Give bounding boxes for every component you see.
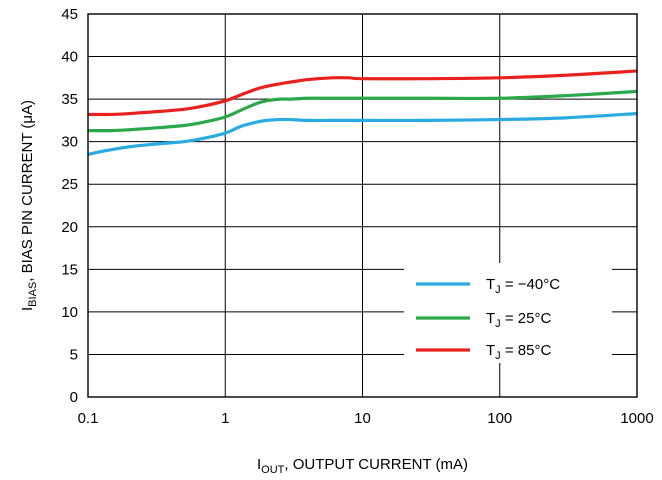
y-axis-label-main: I — [19, 307, 36, 311]
x-axis-label-rest: , OUTPUT CURRENT (mA) — [284, 456, 468, 473]
legend-box — [404, 263, 612, 363]
y-tick-label: 5 — [70, 346, 78, 363]
x-tick-label: 10 — [354, 410, 371, 427]
x-tick-label: 0.1 — [78, 410, 99, 427]
x-axis-label-sub: OUT — [261, 464, 285, 476]
series-group — [87, 69, 638, 156]
x-tick-label: 1000 — [620, 410, 653, 427]
y-tick-label: 20 — [61, 219, 78, 236]
x-axis-label-main: I — [257, 456, 261, 473]
x-tick-labels: 0.1 1 10 100 1000 — [78, 410, 654, 427]
y-tick-label: 40 — [61, 49, 78, 66]
y-tick-label: 15 — [61, 261, 78, 278]
y-tick-label: 35 — [61, 91, 78, 108]
x-tick-label: 1 — [221, 410, 229, 427]
y-tick-label: 30 — [61, 134, 78, 151]
y-tick-label: 0 — [70, 389, 78, 406]
y-axis-label-sub: BIAS — [27, 282, 39, 307]
y-tick-label: 25 — [61, 176, 78, 193]
series-line-0 — [87, 111, 638, 156]
y-axis-label: IBIAS, BIAS PIN CURRENT (μA) — [19, 100, 39, 311]
legend-label-0: TJ = −40°C — [486, 276, 560, 296]
y-axis-label-rest: , BIAS PIN CURRENT (μA) — [19, 100, 36, 282]
y-tick-labels: 0 5 10 15 20 25 30 35 40 45 — [61, 6, 78, 406]
x-tick-label: 100 — [487, 410, 512, 427]
y-tick-label: 45 — [61, 6, 78, 23]
series-line-2 — [87, 69, 638, 117]
series-line-1 — [87, 89, 638, 133]
legend-label-2: TJ = 85°C — [486, 342, 551, 362]
y-tick-label: 10 — [61, 304, 78, 321]
x-axis-label: IOUT, OUTPUT CURRENT (mA) — [257, 456, 468, 476]
legend: TJ = −40°C TJ = 25°C TJ = 85°C — [404, 263, 612, 363]
legend-label-1: TJ = 25°C — [486, 310, 551, 330]
plot-frame — [87, 13, 638, 398]
